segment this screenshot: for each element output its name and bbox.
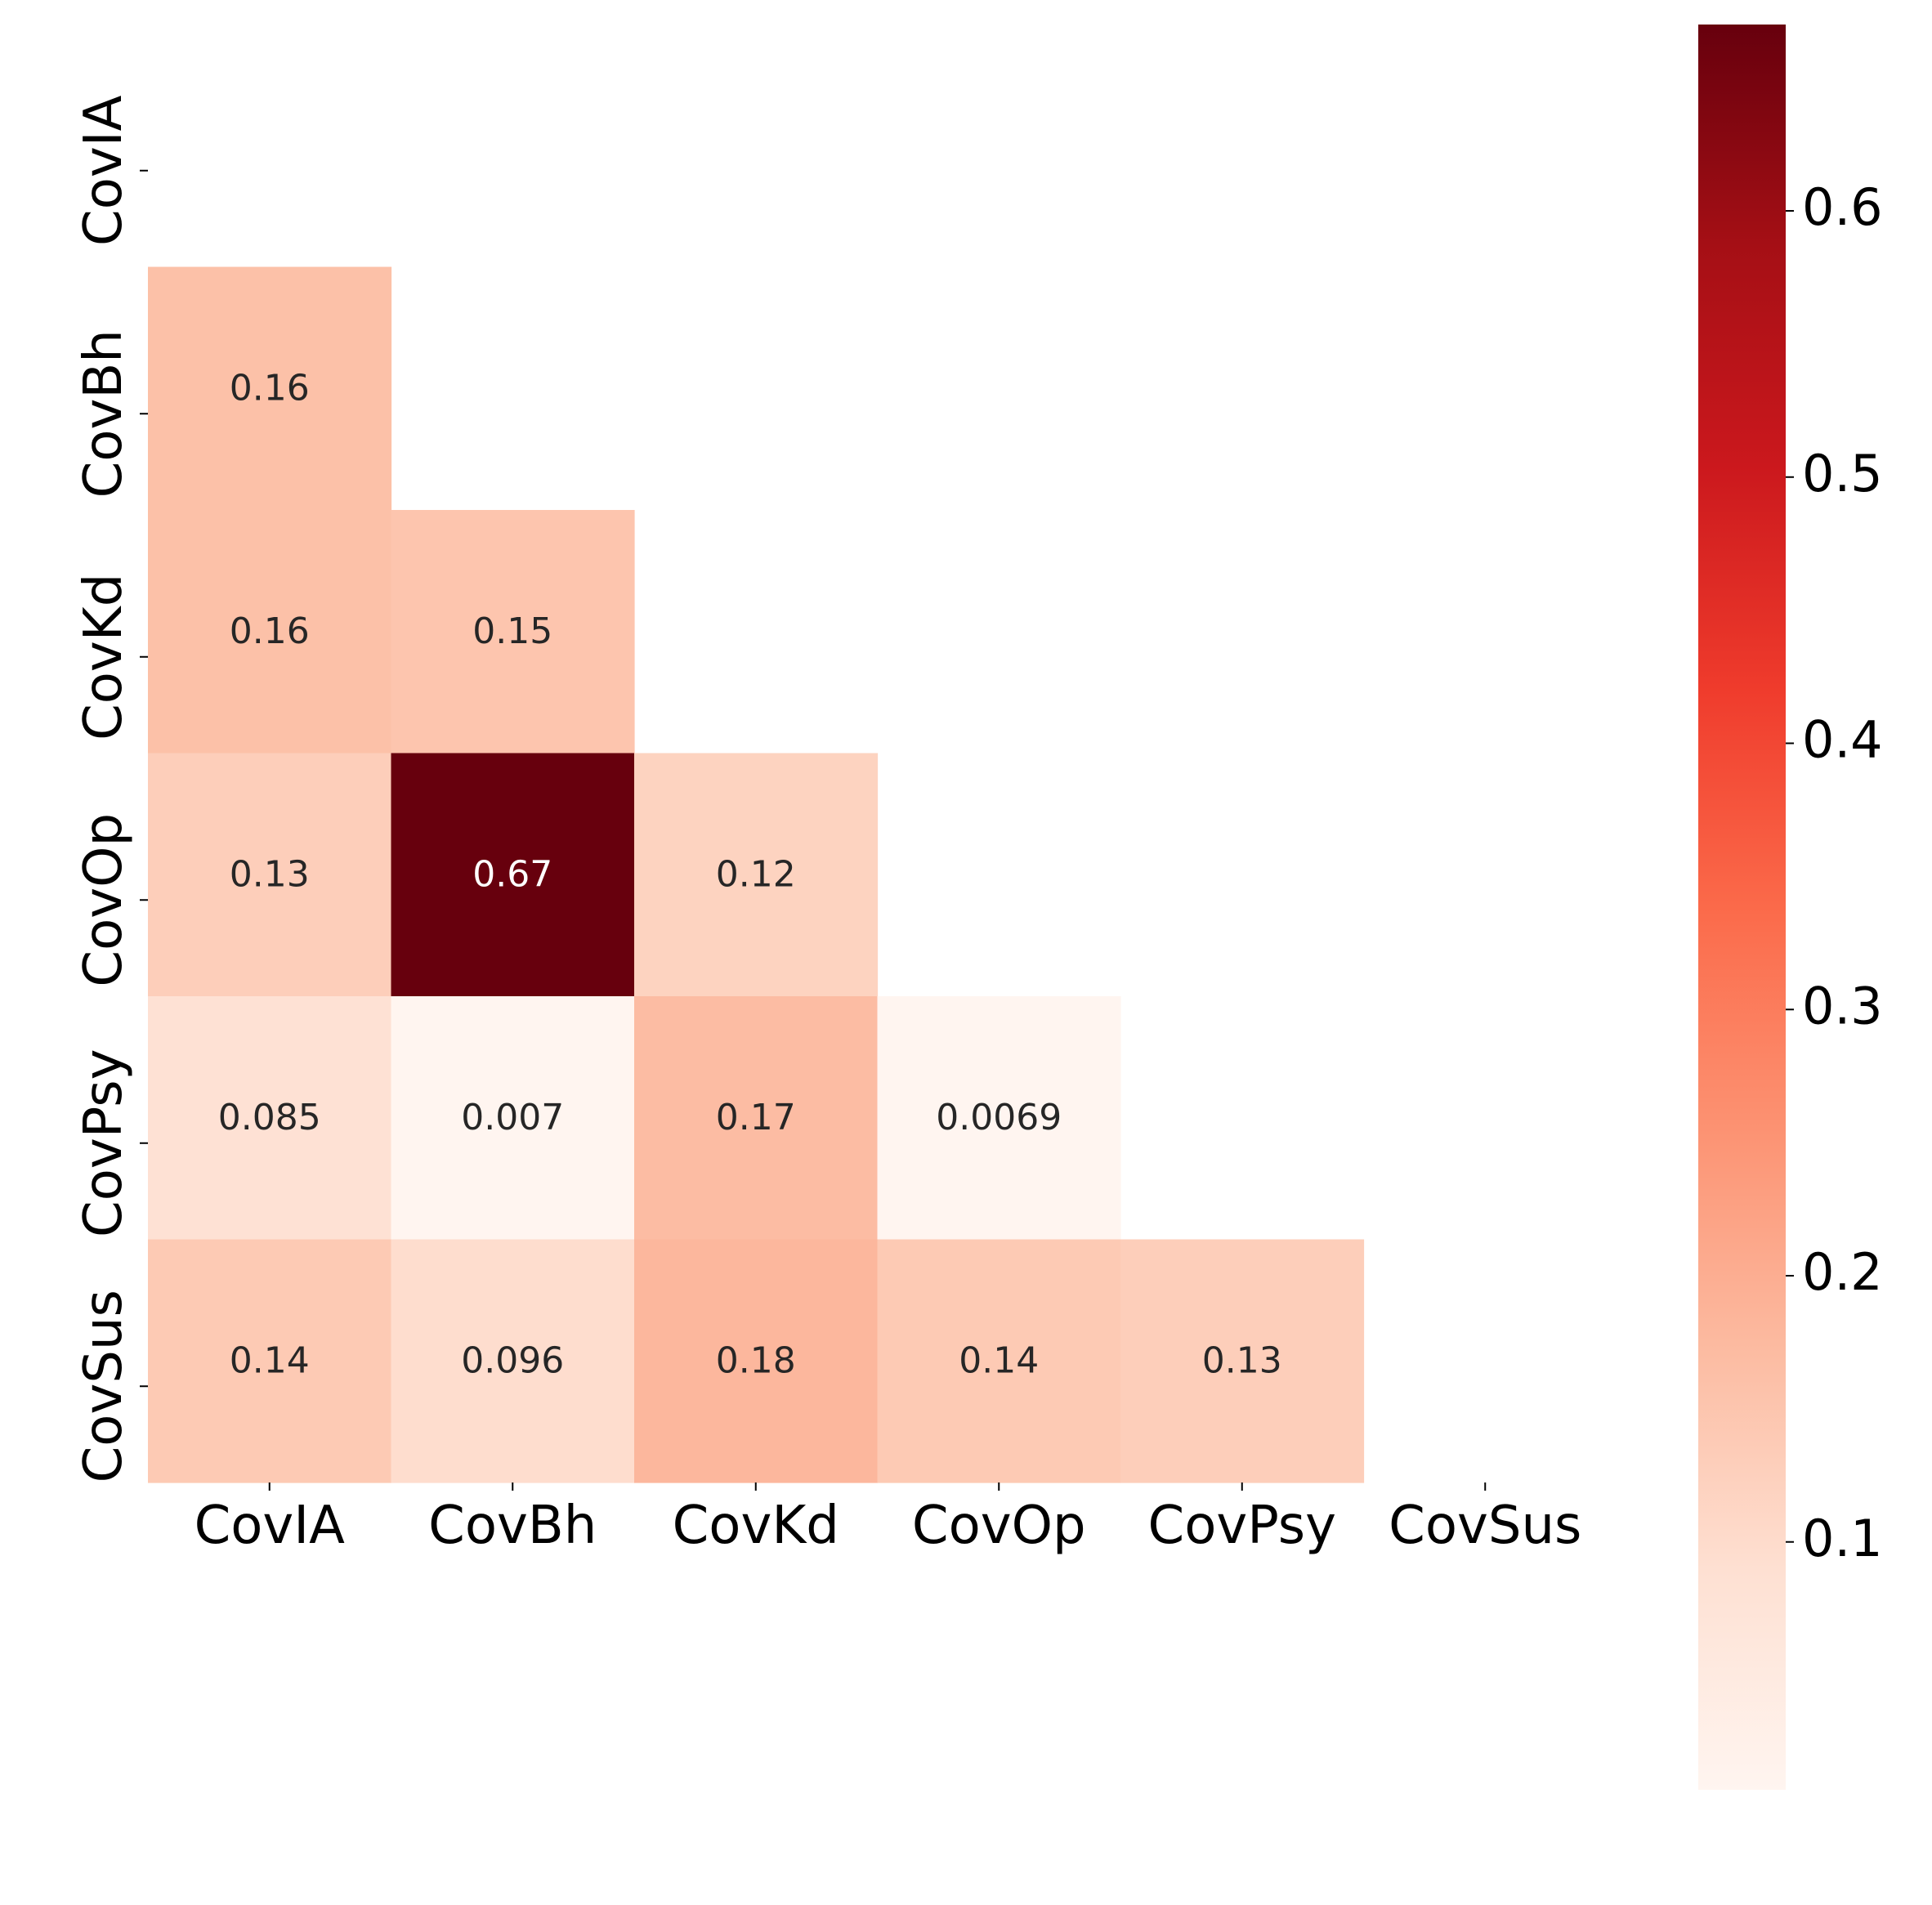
cell-value-label: 0.17 (716, 1097, 796, 1138)
colorbar-gradient (1698, 25, 1786, 1790)
heatmap-cell-CovOp-CovIA (148, 753, 392, 997)
colorbar-tick-label: 0.4 (1802, 710, 1883, 770)
colorbar-tick-label: 0.5 (1802, 444, 1883, 503)
cell-value-label: 0.15 (472, 610, 552, 652)
colorbar-tick-label: 0.3 (1802, 976, 1883, 1035)
heatmap-cell-CovSus-CovKd (634, 1239, 879, 1483)
colorbar-tick-label: 0.2 (1802, 1242, 1883, 1302)
heatmap-cell-CovBh-CovIA (148, 266, 392, 511)
cell-value-label: 0.007 (461, 1097, 564, 1138)
heatmap-cell-CovSus-CovPsy (1120, 1239, 1365, 1483)
heatmap-cell-CovOp-CovKd (634, 753, 879, 997)
x-tick-label: CovSus (1389, 1496, 1581, 1556)
y-axis: CovIA CovBh CovKd CovOp CovPsy CovSus (74, 95, 148, 1482)
heatmap-cell-CovSus-CovOp (877, 1239, 1121, 1483)
heatmap-cell-CovKd-CovBh (391, 510, 635, 754)
heatmap-cells (148, 266, 1365, 1483)
colorbar-tick-label: 0.1 (1802, 1509, 1883, 1568)
cell-value-label: 0.085 (218, 1097, 321, 1138)
heatmap-cell-CovSus-CovIA (148, 1239, 392, 1483)
cell-value-label: 0.14 (959, 1339, 1039, 1381)
cell-value-label: 0.18 (716, 1339, 796, 1381)
cell-value-label: 0.16 (230, 610, 310, 652)
cell-value-label: 0.0069 (936, 1097, 1062, 1138)
y-tick-label: CovBh (74, 329, 134, 498)
cell-value-label: 0.16 (230, 367, 310, 409)
heatmap-cell-CovPsy-CovOp (877, 996, 1121, 1241)
heatmap-cell-CovPsy-CovKd (634, 996, 879, 1241)
heatmap-cell-CovOp-CovBh (391, 753, 635, 997)
heatmap-cell-CovSus-CovBh (391, 1239, 635, 1483)
x-tick-label: CovPsy (1148, 1496, 1336, 1556)
colorbar: 0.1 0.2 0.3 0.4 0.5 0.6 (1698, 25, 1883, 1790)
cell-value-label: 0.096 (461, 1339, 564, 1381)
y-tick-label: CovOp (74, 813, 134, 987)
y-tick-label: CovIA (74, 95, 134, 246)
colorbar-tick-label: 0.6 (1802, 177, 1883, 237)
cell-value-labels: 0.16 0.16 0.15 0.13 0.67 0.12 0.085 0.007 0.17 0.… (218, 367, 1282, 1381)
heatmap-cell-CovPsy-CovIA (148, 996, 392, 1241)
y-tick-label: CovSus (74, 1290, 134, 1482)
x-axis: CovIA CovBh CovKd CovOp CovPsy CovSus (195, 1482, 1581, 1556)
y-tick-label: CovPsy (74, 1049, 134, 1237)
cell-value-label: 0.14 (230, 1339, 310, 1381)
cell-value-label: 0.12 (716, 853, 796, 895)
x-tick-label: CovIA (195, 1496, 346, 1556)
cell-value-label: 0.13 (230, 853, 310, 895)
y-tick-label: CovKd (74, 574, 134, 740)
heatmap-cell-CovKd-CovIA (148, 510, 392, 754)
cell-value-label: 0.13 (1202, 1339, 1282, 1381)
cell-value-label: 0.67 (472, 853, 552, 895)
x-tick-label: CovBh (428, 1496, 597, 1556)
heatmap-cell-CovPsy-CovBh (391, 996, 635, 1241)
x-tick-label: CovOp (912, 1496, 1086, 1556)
x-tick-label: CovKd (673, 1496, 839, 1556)
